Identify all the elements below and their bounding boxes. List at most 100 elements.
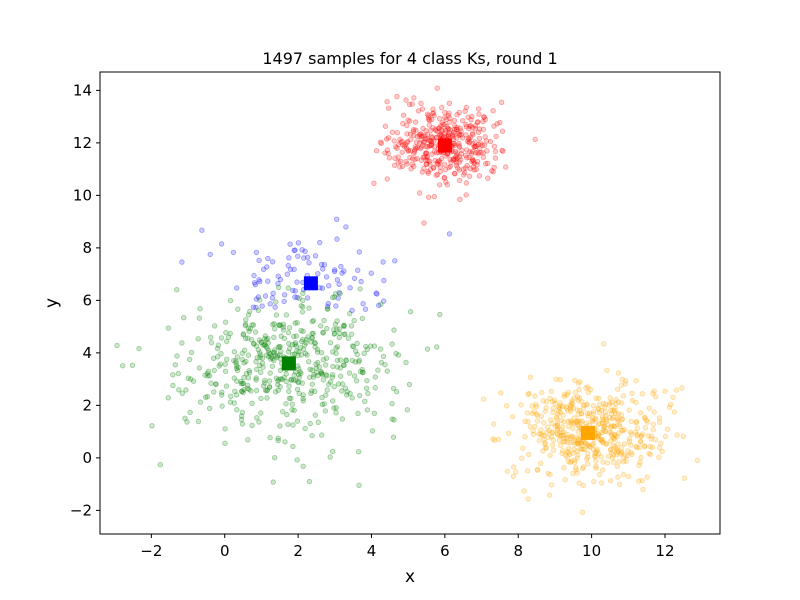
data-point xyxy=(596,420,603,427)
data-point xyxy=(629,397,636,404)
data-point xyxy=(309,367,315,373)
data-point xyxy=(389,416,395,422)
data-point xyxy=(490,168,496,175)
data-point xyxy=(266,384,273,390)
data-point xyxy=(620,455,627,461)
data-point xyxy=(633,420,639,426)
data-point xyxy=(546,492,553,498)
data-point xyxy=(331,405,337,411)
data-point xyxy=(413,145,419,152)
data-point xyxy=(644,474,650,480)
data-point xyxy=(456,159,462,165)
data-point xyxy=(551,397,558,404)
data-point xyxy=(420,154,426,161)
data-point xyxy=(179,390,185,396)
data-point xyxy=(615,418,621,425)
data-point xyxy=(446,231,453,237)
data-point xyxy=(294,457,300,463)
data-point xyxy=(285,349,292,355)
data-point xyxy=(527,423,533,430)
data-point xyxy=(204,393,211,400)
data-point xyxy=(381,298,387,304)
data-point xyxy=(271,334,277,340)
data-point xyxy=(256,257,262,264)
data-point xyxy=(218,335,225,341)
data-point xyxy=(359,366,365,373)
data-point xyxy=(453,126,460,133)
data-point xyxy=(360,369,366,375)
data-point xyxy=(656,454,662,460)
data-point xyxy=(407,154,413,161)
data-point xyxy=(559,424,566,430)
data-point xyxy=(223,338,230,345)
data-point xyxy=(489,168,495,174)
data-point xyxy=(262,336,268,342)
data-point xyxy=(462,165,469,171)
data-point xyxy=(623,453,629,459)
data-point xyxy=(628,431,635,437)
data-point xyxy=(454,152,460,158)
data-point xyxy=(564,392,570,398)
data-point xyxy=(542,440,548,446)
data-point xyxy=(568,403,574,410)
data-point xyxy=(281,292,288,298)
data-point xyxy=(580,482,586,489)
data-point xyxy=(300,304,306,310)
data-point xyxy=(625,448,631,454)
data-point xyxy=(442,128,449,134)
y-axis-ticks: −2 0 2 4 6 8 10 12 14 xyxy=(70,81,100,519)
data-point xyxy=(241,374,247,381)
data-point xyxy=(629,451,635,458)
data-point xyxy=(280,327,287,333)
data-point xyxy=(441,161,448,167)
data-point xyxy=(618,412,625,418)
data-point xyxy=(561,429,567,435)
data-point xyxy=(646,405,652,411)
data-point xyxy=(266,350,272,356)
data-point xyxy=(399,149,405,156)
data-point xyxy=(547,452,553,458)
data-point xyxy=(463,104,469,111)
data-point xyxy=(431,138,437,144)
data-point xyxy=(223,356,230,362)
y-tick-label: 12 xyxy=(73,134,92,152)
data-point xyxy=(272,455,278,461)
data-point xyxy=(498,390,504,396)
data-point xyxy=(475,151,482,157)
data-point xyxy=(378,359,385,366)
data-point xyxy=(573,467,579,473)
data-point xyxy=(335,381,342,387)
data-point xyxy=(265,347,272,353)
data-point xyxy=(668,401,674,408)
data-point xyxy=(565,458,571,464)
data-point xyxy=(255,347,261,353)
data-point xyxy=(565,408,571,414)
data-point xyxy=(437,115,443,122)
data-point xyxy=(239,421,246,427)
data-point xyxy=(277,423,283,429)
data-point xyxy=(470,164,476,170)
data-point xyxy=(353,348,359,354)
data-point xyxy=(681,475,688,481)
data-point xyxy=(422,133,428,139)
data-point xyxy=(600,414,606,420)
data-point xyxy=(568,400,574,406)
data-point xyxy=(258,369,264,375)
data-point xyxy=(469,158,475,165)
data-point xyxy=(384,98,390,105)
data-point xyxy=(558,433,564,439)
data-point xyxy=(634,425,640,431)
data-point xyxy=(532,423,538,430)
data-point xyxy=(658,440,664,447)
data-point xyxy=(257,278,263,285)
data-point xyxy=(260,266,267,273)
data-point xyxy=(382,123,389,129)
data-point xyxy=(254,366,260,372)
data-point xyxy=(251,341,257,347)
data-point xyxy=(550,437,556,443)
data-point xyxy=(617,423,623,430)
data-point xyxy=(642,443,648,449)
data-point xyxy=(615,415,621,422)
data-point xyxy=(253,343,260,349)
data-point xyxy=(323,355,330,361)
